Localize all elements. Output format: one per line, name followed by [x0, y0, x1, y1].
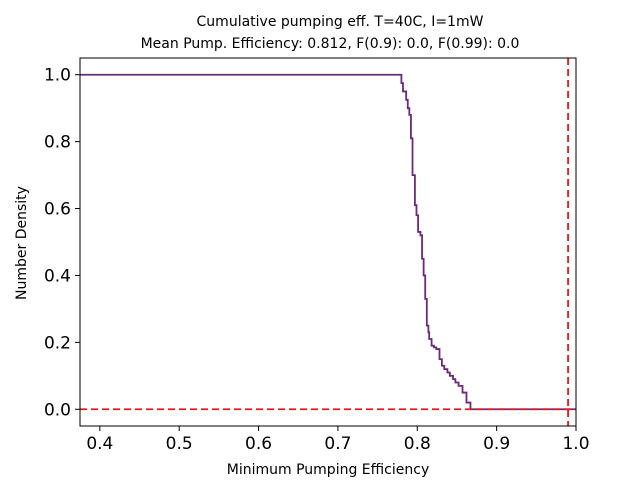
y-tick-label: 1.0 [44, 66, 71, 86]
series-line-0 [80, 73, 576, 411]
plot-background [80, 58, 576, 426]
x-axis-label: Minimum Pumping Efficiency [227, 462, 429, 478]
y-tick-label: 0.8 [44, 133, 71, 153]
x-tick-label: 0.7 [324, 434, 351, 454]
x-tick-label: 0.4 [86, 434, 113, 454]
y-axis: 0.0 0.2 0.4 0.6 0.8 1.0 [44, 66, 80, 420]
series-layer [80, 73, 576, 411]
y-tick-label: 0.0 [44, 400, 71, 420]
reference-lines [80, 58, 576, 426]
x-tick-label: 1.0 [562, 434, 589, 454]
chart-title-line2: Mean Pump. Efficiency: 0.812, F(0.9): 0.… [141, 36, 520, 52]
chart-title-line1: Cumulative pumping eff. T=40C, I=1mW [197, 14, 484, 30]
x-tick-label: 0.6 [245, 434, 272, 454]
y-tick-label: 0.6 [44, 200, 71, 220]
y-tick-label: 0.4 [44, 266, 71, 286]
y-axis-label: Number Density [14, 186, 30, 300]
y-tick-label: 0.2 [44, 333, 71, 353]
plot-frame [79, 57, 577, 427]
x-tick-label: 0.8 [404, 434, 431, 454]
x-axis: 0.4 0.5 0.6 0.7 0.8 0.9 1.0 [86, 426, 590, 454]
x-tick-label: 0.9 [483, 434, 510, 454]
plot-area [79, 57, 577, 427]
x-tick-label: 0.5 [166, 434, 193, 454]
